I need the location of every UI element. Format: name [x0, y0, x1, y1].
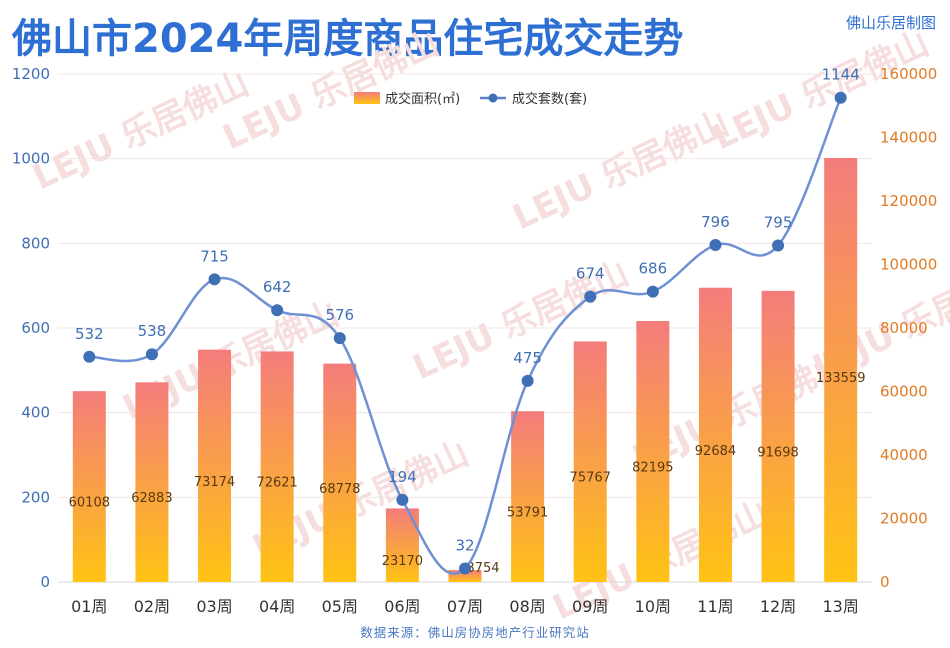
right-axis-tick: 80000 [880, 319, 928, 337]
right-axis-tick: 0 [880, 573, 890, 591]
legend-bar-swatch [354, 92, 380, 104]
bar [323, 363, 357, 582]
line-value-label: 538 [138, 322, 167, 340]
x-axis-tick: 01周 [71, 597, 107, 616]
right-axis-tick: 20000 [880, 510, 928, 528]
bar-value-label: 68778 [319, 482, 360, 497]
line-point [333, 332, 346, 345]
bar [448, 570, 482, 582]
right-axis-tick: 160000 [880, 65, 937, 83]
bar-labels: 60108 62883 73174 72621 68778 23170 3754 53791 7… [69, 371, 866, 576]
line-value-label: 715 [200, 247, 229, 265]
right-axis-tick: 40000 [880, 446, 928, 464]
line-value-label: 642 [263, 278, 292, 296]
line-value-label: 796 [701, 213, 730, 231]
left-axis-tick: 0 [40, 573, 50, 591]
line-point [83, 350, 96, 363]
line-value-label: 576 [325, 306, 354, 324]
bar [72, 391, 106, 582]
line-point [208, 273, 221, 286]
bar-value-label: 82195 [632, 461, 673, 476]
x-axis-tick: 05周 [322, 597, 358, 616]
x-axis-tick: 07周 [447, 597, 483, 616]
line-value-label: 32 [455, 536, 474, 554]
line-point [271, 304, 284, 317]
bar [511, 411, 545, 582]
bar [198, 349, 232, 582]
left-axis-tick: 1000 [12, 150, 50, 168]
chart-title: 佛山市2024年周度商品住宅成交走势 [12, 16, 684, 62]
x-axis-tick: 11周 [697, 597, 733, 616]
chart-credit: 佛山乐居制图 [845, 14, 936, 32]
bar-value-label: 133559 [816, 371, 866, 386]
left-axis: 0 200 400 600 800 1000 1200 [12, 65, 50, 591]
x-axis-tick: 06周 [384, 597, 420, 616]
bar-value-label: 92684 [695, 444, 736, 459]
line-value-label: 795 [764, 213, 793, 231]
watermark-text: LEJU 乐居佛山 [217, 23, 445, 158]
line-labels: 532 538 715 642 576 194 32 475 674 686 796 795 1144 [75, 66, 860, 555]
bar [698, 287, 732, 582]
bar [761, 290, 795, 582]
line-value-label: 532 [75, 325, 104, 343]
left-axis-tick: 400 [21, 404, 50, 422]
line-series [83, 91, 847, 575]
bar-value-label: 3754 [466, 561, 499, 576]
x-axis-tick: 13周 [823, 597, 859, 616]
right-axis-tick: 120000 [880, 192, 937, 210]
bar-series [72, 157, 858, 582]
bar [636, 321, 670, 582]
left-axis-tick: 600 [21, 319, 50, 337]
bar-value-label: 73174 [194, 475, 235, 490]
x-axis-tick: 04周 [259, 597, 295, 616]
x-axis-tick: 10周 [635, 597, 671, 616]
line-point [584, 290, 597, 303]
bar [573, 341, 607, 582]
bar-value-label: 75767 [570, 471, 611, 486]
line-point [709, 239, 722, 252]
x-axis-tick: 02周 [134, 597, 170, 616]
bar-value-label: 60108 [69, 496, 110, 511]
line-point [396, 493, 409, 506]
x-axis-tick: 12周 [760, 597, 796, 616]
bar-value-label: 23170 [382, 554, 423, 569]
legend-bar-label: 成交面积(㎡) [385, 91, 460, 107]
line-point [646, 285, 659, 298]
line-value-label: 1144 [822, 66, 860, 84]
legend: 成交面积(㎡) 成交套数(套) [354, 91, 587, 107]
line-point [521, 374, 534, 387]
line-value-label: 674 [576, 265, 605, 283]
bar [135, 382, 169, 582]
legend-line-marker [488, 93, 498, 103]
line-point [834, 91, 847, 104]
line-point [145, 348, 158, 361]
x-axis-tick: 08周 [509, 597, 545, 616]
bar-value-label: 53791 [507, 506, 548, 521]
line-point [459, 562, 471, 575]
legend-line-label: 成交套数(套) [512, 91, 587, 107]
x-axis-tick: 09周 [572, 597, 608, 616]
right-axis-tick: 60000 [880, 383, 928, 401]
x-axis: 01周 02周 03周 04周 05周 06周 07周 08周 09周 10周 11周 12周 13周 [71, 597, 859, 616]
bar [824, 157, 858, 582]
line-value-label: 194 [388, 468, 417, 486]
right-axis-tick: 100000 [880, 256, 937, 274]
left-axis-tick: 200 [21, 488, 50, 506]
right-axis: 0 20000 40000 60000 80000 100000 120000 140000 1… [880, 65, 937, 591]
data-source: 数据来源：佛山房协房地产行业研究站 [360, 625, 590, 640]
line-value-label: 686 [639, 260, 668, 278]
bar-value-label: 62883 [131, 491, 172, 506]
bar-value-label: 91698 [757, 445, 798, 460]
gridlines [58, 73, 872, 583]
right-axis-tick: 140000 [880, 129, 937, 147]
left-axis-tick: 800 [21, 234, 50, 252]
line-value-label: 475 [513, 349, 542, 367]
left-axis-tick: 1200 [12, 65, 50, 83]
x-axis-tick: 03周 [196, 597, 232, 616]
bar-value-label: 72621 [256, 476, 297, 491]
bar [260, 351, 294, 582]
line-point [772, 239, 785, 252]
